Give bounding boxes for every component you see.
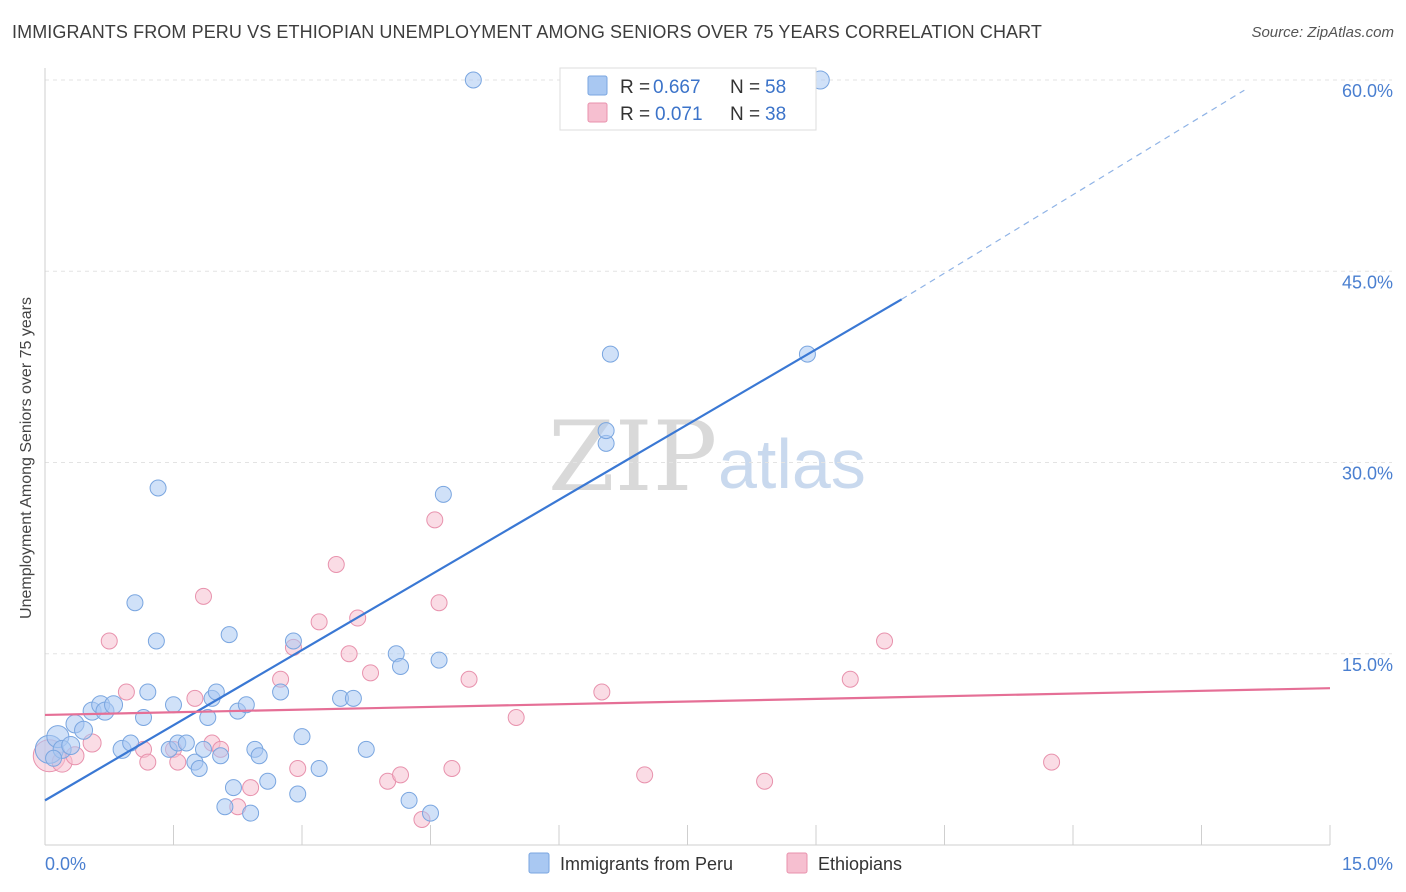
point-peru [284, 632, 302, 650]
legend-r-value-peru: 0.667 [653, 77, 701, 98]
trend-lines [44, 89, 1331, 802]
point-ethiopians [186, 689, 204, 707]
point-peru [45, 749, 63, 767]
point-peru [126, 594, 144, 612]
gridlines [45, 79, 1392, 655]
point-ethiopians [242, 779, 260, 797]
point-peru [272, 683, 290, 701]
point-peru [220, 626, 238, 644]
point-ethiopians [756, 772, 774, 790]
legend-n-label-ethiopians: N = [730, 104, 760, 125]
x-tick-label: 0.0% [45, 854, 86, 874]
point-peru [61, 736, 81, 756]
bottom-legend-swatch-ethiopians [786, 852, 808, 874]
bottom-legend: Immigrants from Peru Ethiopians [528, 852, 902, 874]
point-peru [224, 779, 242, 797]
point-peru [464, 71, 482, 89]
point-ethiopians [340, 645, 358, 663]
point-ethiopians [310, 613, 328, 631]
point-ethiopians [426, 511, 444, 529]
point-peru [289, 785, 307, 803]
y-tick-label: 60.0% [1342, 81, 1393, 101]
point-peru [310, 760, 328, 777]
point-peru [250, 747, 268, 765]
bottom-legend-swatch-peru [528, 852, 550, 874]
point-peru [199, 709, 217, 726]
legend-r-value-ethiopians: 0.071 [655, 104, 703, 125]
point-ethiopians [100, 632, 118, 650]
legend-r-label-ethiopians: R = [620, 104, 650, 125]
point-peru [216, 798, 234, 816]
point-peru [194, 740, 212, 758]
point-peru [139, 683, 157, 701]
point-ethiopians [392, 766, 410, 784]
point-ethiopians [636, 766, 654, 784]
point-peru [434, 485, 452, 503]
trend-line-peru [44, 298, 903, 802]
point-ethiopians [430, 594, 448, 612]
y-tick-labels: 15.0% 30.0% 45.0% 60.0% [1342, 81, 1393, 675]
point-peru [392, 658, 410, 675]
legend-n-value-peru: 58 [765, 77, 786, 98]
legend-n-label-peru: N = [730, 77, 760, 98]
point-peru [597, 422, 615, 440]
trend-line-peru-extension [901, 89, 1245, 300]
point-peru [357, 740, 375, 758]
point-ethiopians [117, 683, 135, 701]
point-ethiopians [460, 670, 478, 688]
point-ethiopians [169, 753, 187, 771]
legend-n-value-ethiopians: 38 [765, 104, 786, 125]
source-credit: Source: ZipAtlas.com [1251, 24, 1394, 41]
point-peru [147, 632, 165, 650]
x-tick-labels: 0.0% 15.0% [45, 854, 1393, 874]
legend-swatch-ethiopians [587, 102, 608, 123]
point-peru [177, 734, 195, 752]
trend-line-ethiopians [44, 687, 1331, 717]
point-ethiopians [139, 753, 157, 771]
point-peru [259, 772, 277, 790]
point-peru [190, 760, 208, 777]
ticks [44, 825, 1331, 845]
point-ethiopians [194, 587, 212, 605]
point-peru [293, 728, 311, 746]
legend-r-label-peru: R = [620, 77, 650, 98]
bottom-legend-label-ethiopians: Ethiopians [818, 854, 902, 874]
point-ethiopians [507, 709, 525, 726]
point-peru [122, 734, 140, 752]
point-peru [344, 689, 362, 707]
y-tick-label: 15.0% [1342, 655, 1393, 675]
point-peru [430, 651, 448, 669]
point-peru [165, 696, 182, 714]
point-ethiopians [362, 664, 380, 682]
point-ethiopians [876, 632, 894, 650]
x-tick-label: 15.0% [1342, 854, 1393, 874]
point-peru [237, 696, 255, 714]
y-tick-label: 30.0% [1342, 464, 1393, 484]
y-tick-label: 45.0% [1342, 272, 1393, 292]
point-peru [601, 345, 619, 363]
point-peru [149, 479, 167, 497]
bottom-legend-label-peru: Immigrants from Peru [560, 854, 733, 874]
point-peru [104, 695, 124, 715]
point-peru [400, 791, 418, 809]
legend: R = 0.667 N = 58 R = 0.071 N = 38 [559, 67, 817, 131]
point-ethiopians [841, 670, 859, 688]
series-ethiopians [32, 511, 1061, 828]
point-ethiopians [443, 760, 461, 777]
point-peru [242, 804, 260, 822]
point-ethiopians [289, 760, 307, 777]
point-ethiopians [327, 556, 345, 573]
legend-swatch-peru [587, 75, 608, 96]
point-peru [422, 804, 439, 822]
chart-title: IMMIGRANTS FROM PERU VS ETHIOPIAN UNEMPL… [12, 22, 1043, 42]
point-ethiopians [593, 683, 611, 701]
point-ethiopians [1043, 753, 1061, 771]
point-peru [74, 720, 94, 740]
watermark-atlas: atlas [718, 425, 866, 503]
point-peru [212, 747, 230, 765]
